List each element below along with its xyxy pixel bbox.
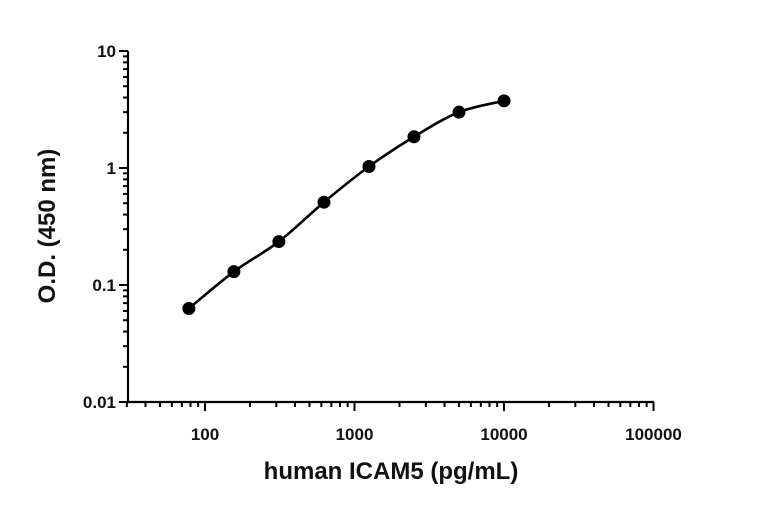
y-axis-major-ticks <box>119 50 128 403</box>
data-points <box>182 94 511 315</box>
x-axis-title: human ICAM5 (pg/mL) <box>264 458 519 485</box>
data-point <box>317 195 331 209</box>
data-point <box>227 265 241 279</box>
y-tick-label: 10 <box>97 42 116 61</box>
data-point <box>497 94 511 108</box>
y-tick-label: 1 <box>107 159 116 178</box>
y-tick-label: 0.1 <box>92 276 116 295</box>
y-tick-label: 0.01 <box>83 393 116 412</box>
x-tick-labels: 100 1000 10000 100000 <box>191 425 682 444</box>
y-axis-title: O.D. (450 nm) <box>34 149 61 304</box>
data-point <box>362 159 376 173</box>
data-point <box>452 105 466 119</box>
x-tick-label: 100 <box>191 425 219 444</box>
data-point <box>182 301 196 315</box>
x-tick-label: 1000 <box>336 425 374 444</box>
x-axis-major-ticks <box>204 402 655 411</box>
y-tick-labels: 0.01 0.1 1 10 <box>83 42 116 412</box>
x-axis-minor-ticks <box>125 402 648 407</box>
data-point <box>272 235 286 249</box>
x-tick-label: 10000 <box>480 425 527 444</box>
x-tick-label: 100000 <box>625 425 682 444</box>
data-point <box>407 130 421 144</box>
